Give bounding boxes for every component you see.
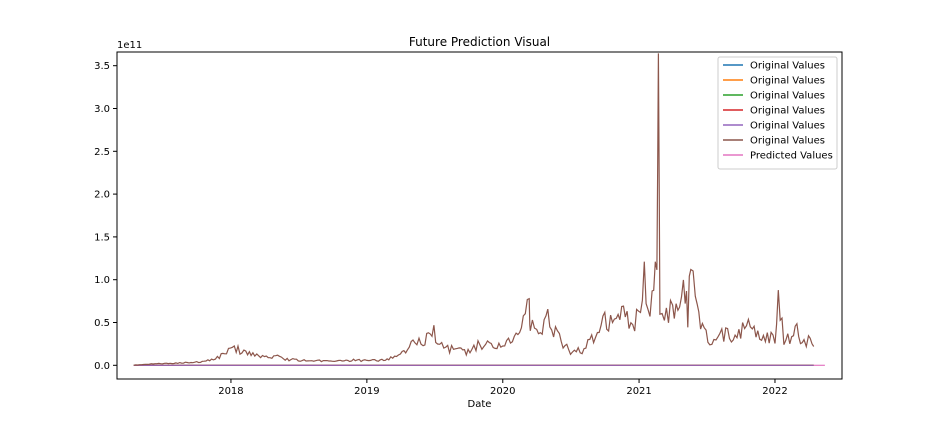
y-tick-label-2.0: 2.0: [94, 190, 110, 201]
x-axis: 2018 2019 2020 2021 2022: [218, 379, 788, 397]
x-tick-label-2020: 2020: [490, 386, 515, 397]
y-tick-label-2.5: 2.5: [94, 147, 110, 158]
y-tick-label-1.0: 1.0: [94, 275, 110, 286]
y-tick-label-0.0: 0.0: [94, 361, 110, 372]
x-tick-label-2022: 2022: [762, 386, 787, 397]
y-axis: 0.0 0.5 1.0 1.5 2.0 2.5 3.0 3.5: [94, 61, 117, 372]
y-tick-label-3.0: 3.0: [94, 104, 110, 115]
x-tick-label-2021: 2021: [626, 386, 651, 397]
legend-label-1: Original Values: [750, 61, 825, 72]
legend-label-3: Original Values: [750, 91, 825, 102]
y-tick-label-3.5: 3.5: [94, 61, 110, 72]
x-axis-label: Date: [468, 399, 492, 410]
legend-box: [717, 56, 838, 170]
y-offset-label: 1e11: [117, 40, 142, 51]
legend-label-5: Original Values: [750, 121, 825, 132]
legend-label-2: Original Values: [750, 76, 825, 87]
y-tick-label-1.5: 1.5: [94, 232, 110, 243]
x-tick-label-2018: 2018: [218, 386, 243, 397]
legend-label-4: Original Values: [750, 106, 825, 117]
x-tick-label-2019: 2019: [354, 386, 379, 397]
chart-title: Future Prediction Visual: [409, 35, 550, 49]
axes-frame: [116, 51, 843, 380]
legend: Original Values Original Values Original V…: [717, 56, 838, 170]
series-line-6: [133, 53, 815, 366]
legend-label-6: Original Values: [750, 136, 825, 147]
plot-area: [133, 53, 825, 366]
y-tick-label-0.5: 0.5: [94, 318, 110, 329]
legend-label-7: Predicted Values: [750, 151, 833, 162]
